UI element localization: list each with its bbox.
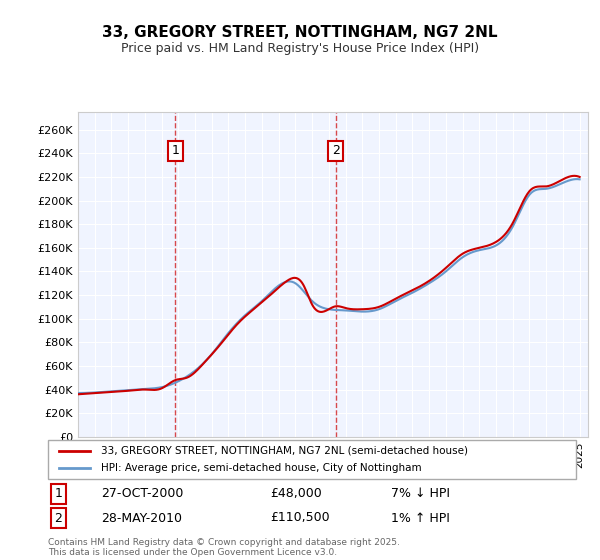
Text: 33, GREGORY STREET, NOTTINGHAM, NG7 2NL (semi-detached house): 33, GREGORY STREET, NOTTINGHAM, NG7 2NL … [101, 446, 468, 456]
FancyBboxPatch shape [48, 440, 576, 479]
Text: 27-OCT-2000: 27-OCT-2000 [101, 487, 183, 501]
Text: Contains HM Land Registry data © Crown copyright and database right 2025.
This d: Contains HM Land Registry data © Crown c… [48, 538, 400, 557]
Text: 28-MAY-2010: 28-MAY-2010 [101, 511, 182, 525]
Text: 2: 2 [332, 144, 340, 157]
Text: £110,500: £110,500 [270, 511, 329, 525]
Text: 7% ↓ HPI: 7% ↓ HPI [391, 487, 450, 501]
Text: 1: 1 [55, 487, 62, 501]
Text: £48,000: £48,000 [270, 487, 322, 501]
Text: 1% ↑ HPI: 1% ↑ HPI [391, 511, 450, 525]
Text: 2: 2 [55, 511, 62, 525]
Text: 1: 1 [172, 144, 179, 157]
Text: Price paid vs. HM Land Registry's House Price Index (HPI): Price paid vs. HM Land Registry's House … [121, 42, 479, 55]
Text: HPI: Average price, semi-detached house, City of Nottingham: HPI: Average price, semi-detached house,… [101, 463, 421, 473]
Text: 33, GREGORY STREET, NOTTINGHAM, NG7 2NL: 33, GREGORY STREET, NOTTINGHAM, NG7 2NL [102, 25, 498, 40]
